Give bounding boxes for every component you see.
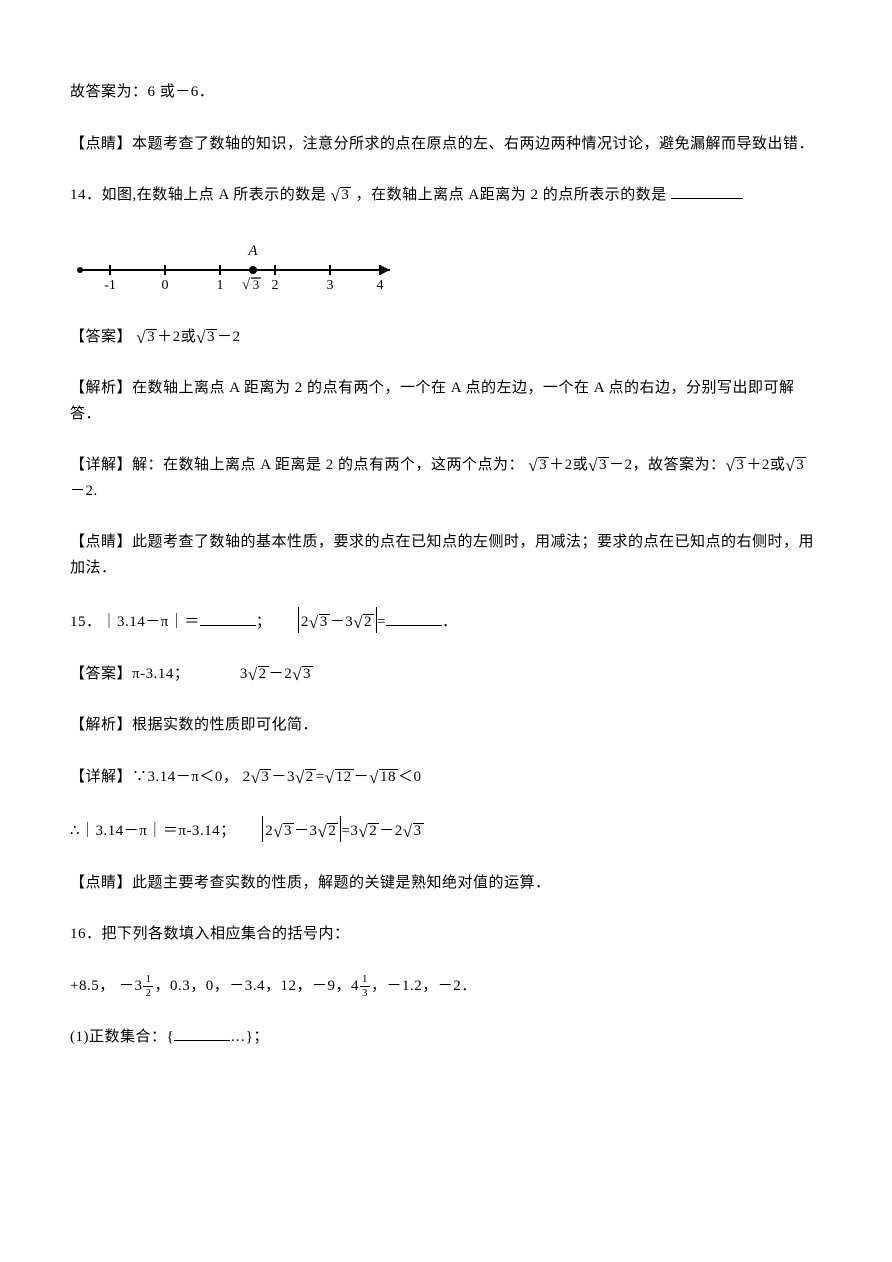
detail-14: 【详解】解：在数轴上离点 A 距离是 2 的点有两个，这两个点为： √3＋2或√… (70, 453, 822, 504)
sqrt-icon: √3 (292, 666, 313, 683)
answer-blank[interactable] (671, 184, 743, 199)
sqrt-icon: √3 (785, 457, 806, 474)
point-label: A (247, 243, 258, 259)
answer-14: 【答案】 √3＋2或√3－2 (70, 325, 822, 351)
sqrt-icon: √12 (325, 769, 354, 786)
answer-label: 【答案】 (70, 329, 132, 345)
detail-15b: ∴｜3.14－π｜＝π-3.14； 2√3－3√2=3√2－2√3 (70, 816, 822, 845)
sqrt-icon: √3 (136, 329, 157, 346)
sqrt-icon: √3 (403, 823, 424, 840)
svg-text:2: 2 (272, 278, 279, 293)
fraction: 12 (143, 974, 153, 999)
sqrt-icon: √2 (353, 614, 374, 631)
svg-text:0: 0 (162, 278, 169, 293)
fraction: 13 (360, 974, 370, 999)
detail-15a: 【详解】∵3.14－π＜0， 2√3－3√2=√12－√18＜0 (70, 765, 822, 791)
answer-blank[interactable] (174, 1026, 230, 1041)
tip-14: 【点睛】此题考查了数轴的基本性质，要求的点在已知点的左侧时，用减法；要求的点在已… (70, 530, 822, 581)
sqrt-icon: √3 (196, 329, 217, 346)
question-16-numbers: +8.5， －312，0.3，0，－3.4，12，－9，413，－1.2，－2． (70, 974, 822, 1000)
sqrt-icon: √3 (251, 769, 272, 786)
document-page: 故答案为：6 或－6． 【点睛】本题考查了数轴的知识，注意分所求的点在原点的左、… (0, 0, 892, 1137)
svg-text:-1: -1 (104, 278, 116, 293)
sqrt-icon: √2 (358, 823, 379, 840)
sqrt-icon: √3 (273, 823, 294, 840)
answer-blank[interactable] (200, 611, 256, 626)
sqrt-icon: √3 (726, 457, 747, 474)
sqrt-icon: √3 (588, 457, 609, 474)
sqrt-icon: √2 (248, 666, 269, 683)
sqrt-icon: √3 (309, 614, 330, 631)
explain-14: 【解析】在数轴上离点 A 距离为 2 的点有两个，一个在 A 点的左边，一个在 … (70, 376, 822, 427)
answer-blank[interactable] (386, 611, 442, 626)
q14-prefix: 14．如图,在数轴上点 A 所表示的数是 (70, 187, 326, 203)
svg-text:4: 4 (377, 278, 384, 293)
prev-tip: 【点睛】本题考查了数轴的知识，注意分所求的点在原点的左、右两边两种情况讨论，避免… (70, 132, 822, 158)
explain-15: 【解析】根据实数的性质即可化简． (70, 713, 822, 739)
abs-bar-icon (262, 816, 263, 842)
sqrt-icon: √3 (528, 457, 549, 474)
question-14: 14．如图,在数轴上点 A 所表示的数是 √3 ，在数轴上离点 A距离为 2 的… (70, 183, 822, 209)
question-15: 15．｜3.14－π｜＝； 2√3－3√2=． (70, 607, 822, 636)
question-16: 16．把下列各数填入相应集合的括号内： (70, 922, 822, 948)
svg-text:3: 3 (327, 278, 334, 293)
sqrt-icon: √2 (295, 769, 316, 786)
svg-text:1: 1 (217, 278, 224, 293)
number-line-figure: A -1 0 1 2 3 4 √ 3 (70, 235, 822, 295)
svg-text:√: √ (242, 277, 251, 293)
answer-15: 【答案】π-3.14； 3√2－2√3 (70, 662, 822, 688)
sqrt-icon: √18 (369, 769, 398, 786)
prev-answer: 故答案为：6 或－6． (70, 80, 822, 106)
question-16-part1: (1)正数集合：{…}； (70, 1025, 822, 1051)
q14-mid: ，在数轴上离点 A距离为 2 的点所表示的数是 (356, 187, 667, 203)
q14-root-arg: 3 (340, 187, 351, 204)
sqrt-icon: √2 (318, 823, 339, 840)
svg-text:3: 3 (253, 277, 260, 292)
abs-bar-icon (298, 607, 299, 633)
sqrt-icon: √3 (331, 187, 352, 204)
tip-15: 【点睛】此题主要考查实数的性质，解题的关键是熟知绝对值的运算． (70, 871, 822, 897)
